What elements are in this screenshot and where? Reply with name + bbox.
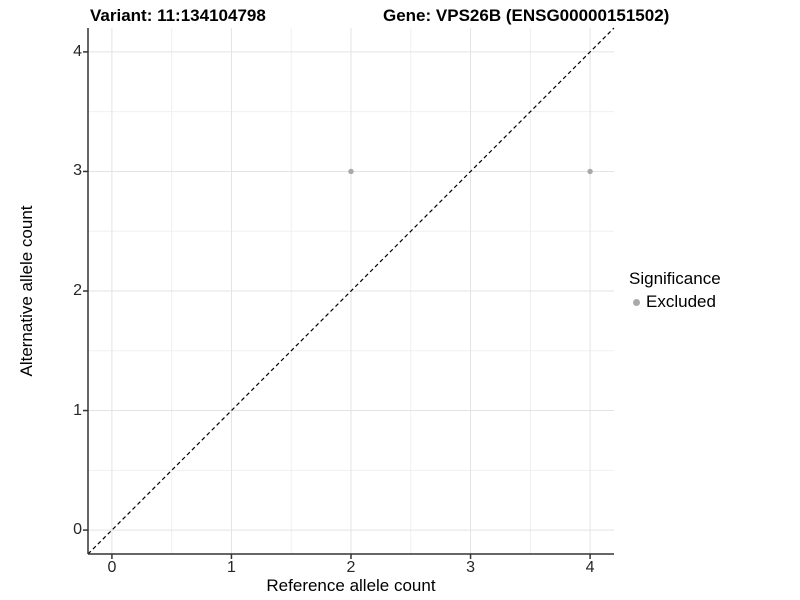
x-tick-label: 1 bbox=[227, 559, 236, 576]
variant-title: Variant: 11:134104798 bbox=[90, 6, 266, 25]
point-swatch-icon bbox=[633, 298, 640, 306]
gene-title: Gene: VPS26B (ENSG00000151502) bbox=[383, 6, 670, 25]
legend-entry-excluded: Excluded bbox=[633, 292, 721, 312]
y-tick-label: 1 bbox=[73, 401, 82, 419]
identity-line bbox=[87, 27, 615, 555]
plot-panel bbox=[83, 27, 615, 559]
x-tick-label: 0 bbox=[107, 559, 117, 576]
legend-entry-label: Excluded bbox=[646, 292, 716, 311]
x-axis-title: Reference allele count bbox=[266, 576, 436, 595]
legend-title: Significance bbox=[629, 269, 721, 288]
x-tick-label: 2 bbox=[346, 559, 356, 576]
x-tick-label: 3 bbox=[466, 559, 475, 576]
y-tick-label: 4 bbox=[73, 42, 82, 60]
x-tick-label: 4 bbox=[585, 559, 595, 576]
legend: Significance Excluded bbox=[629, 269, 721, 312]
y-tick-label: 3 bbox=[73, 162, 82, 180]
y-tick-label: 2 bbox=[73, 282, 82, 299]
data-point bbox=[587, 168, 593, 175]
y-axis-title: Alternative allele count bbox=[17, 205, 36, 377]
data-point bbox=[348, 168, 354, 175]
y-tick-label: 0 bbox=[73, 521, 82, 539]
